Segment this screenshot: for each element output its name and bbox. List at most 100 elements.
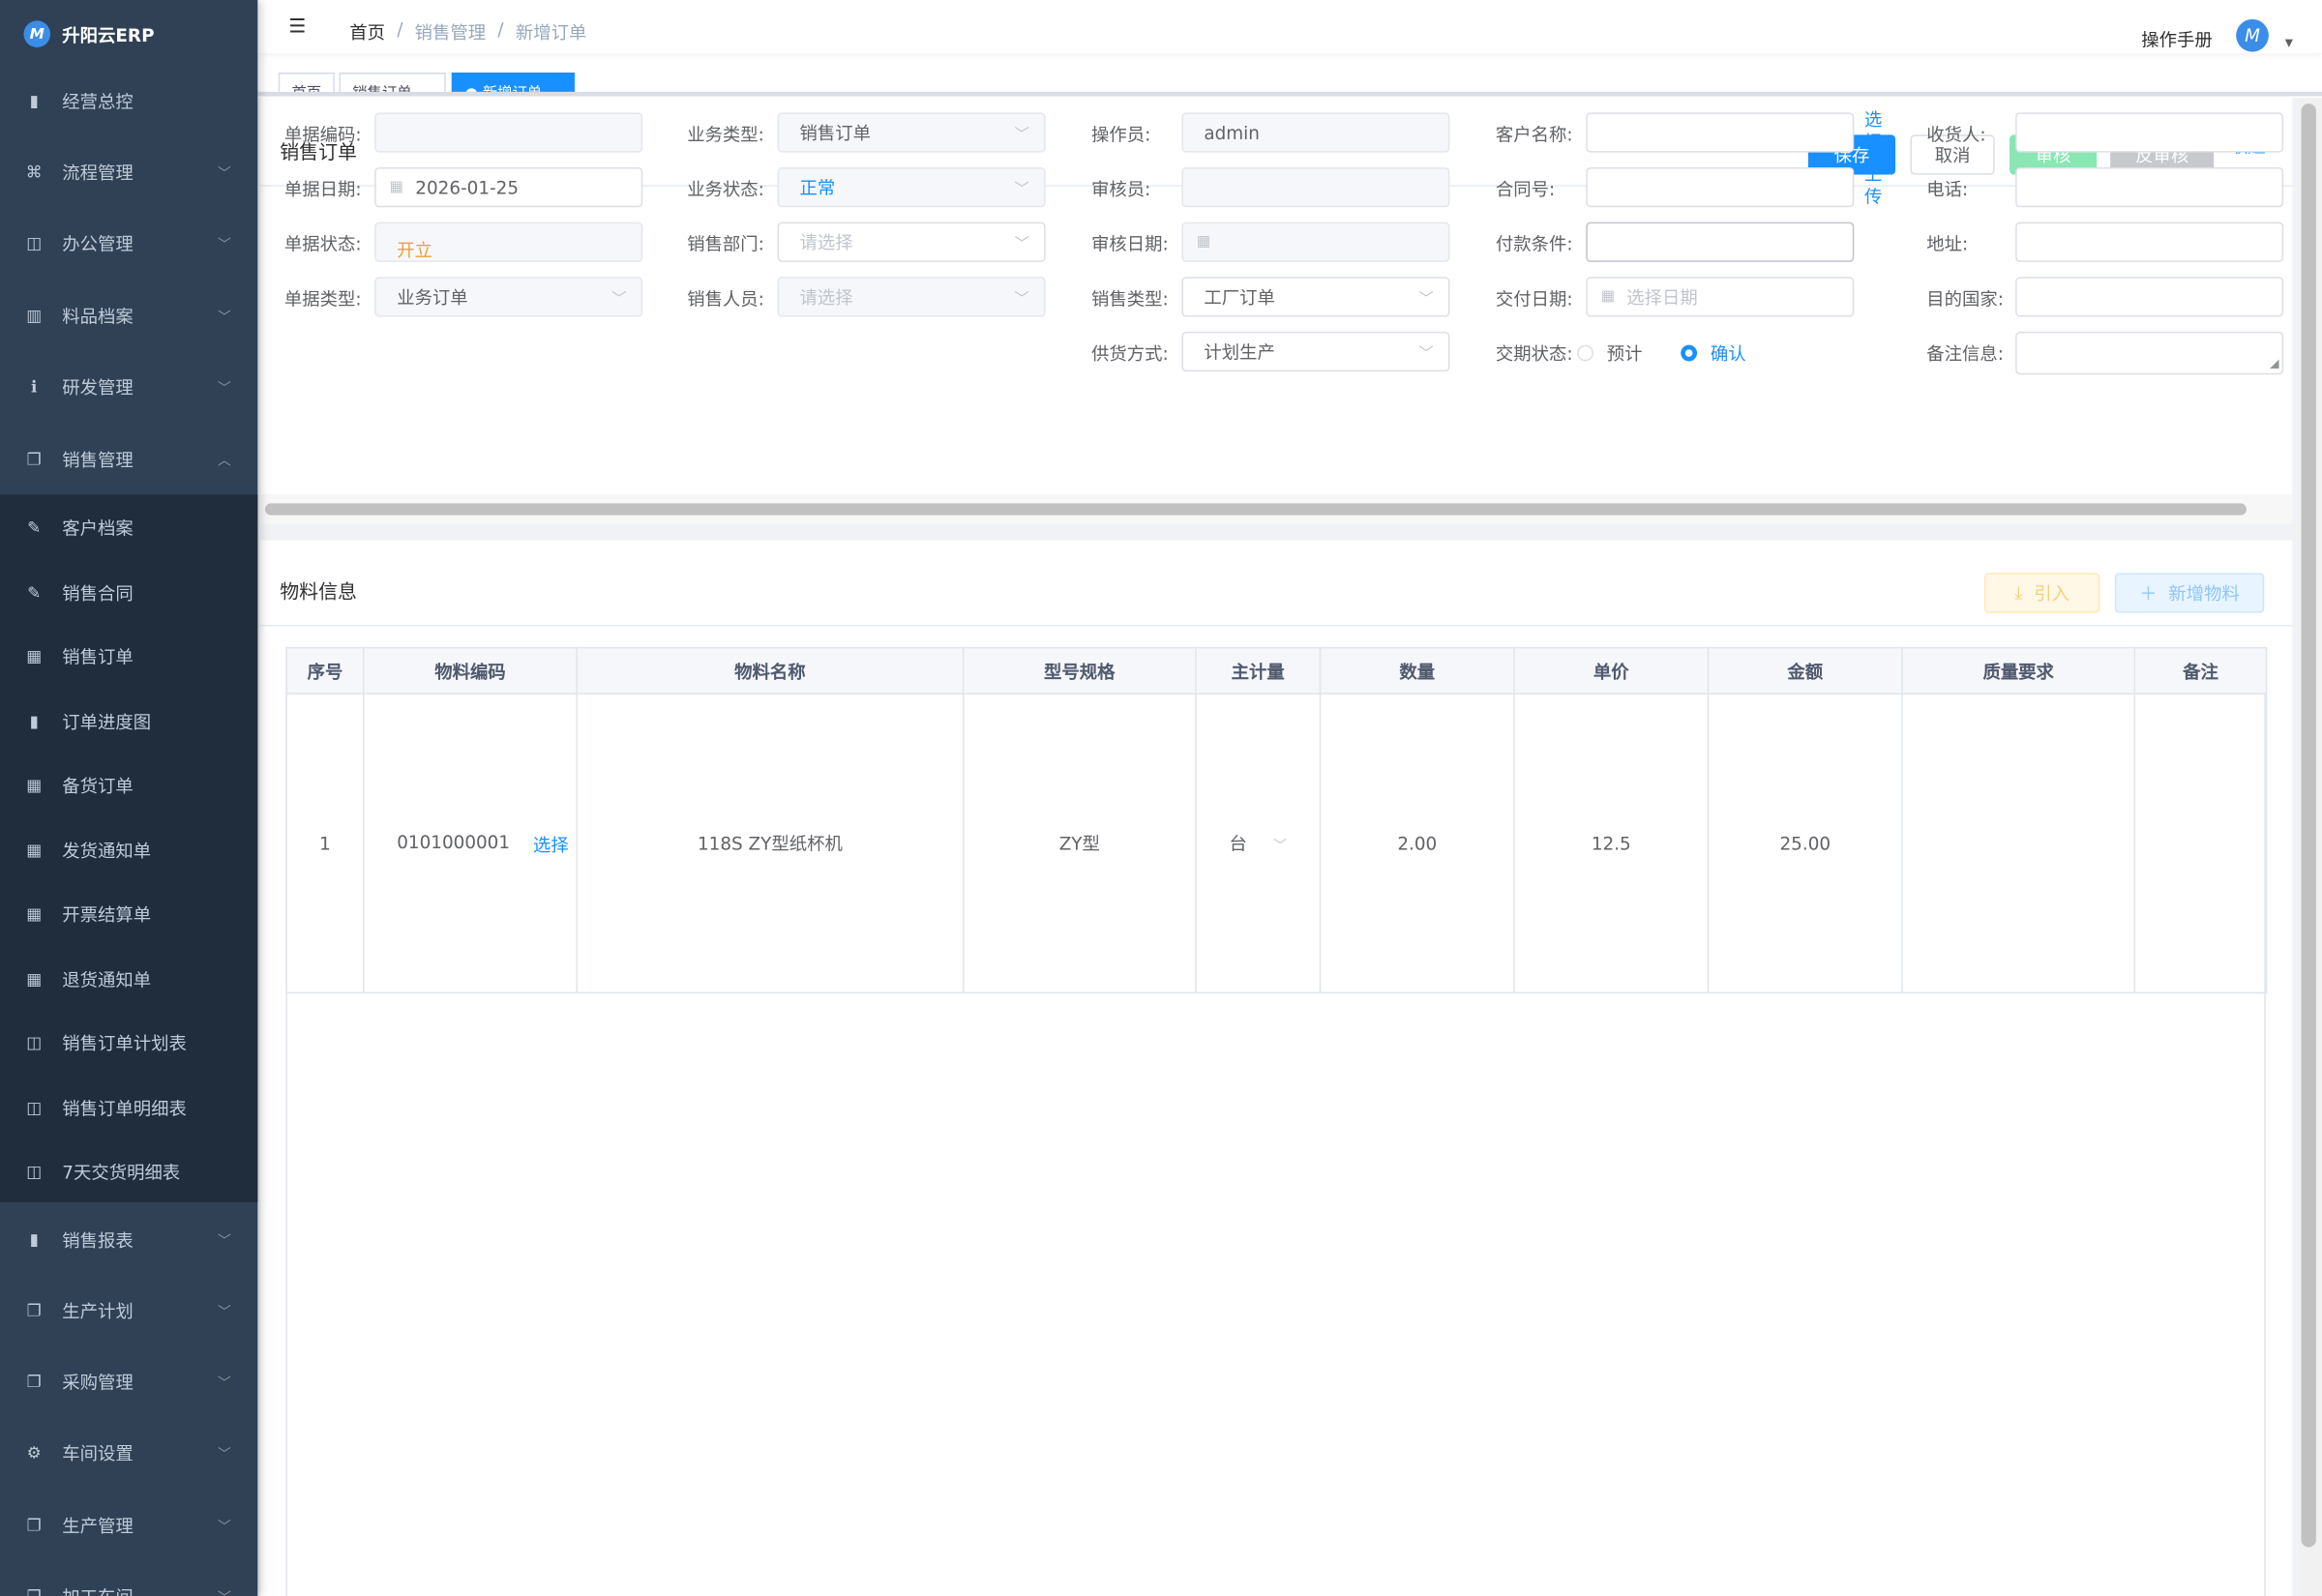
column-header: 物料名称 xyxy=(576,646,965,695)
unit-select[interactable]: 台 ﹀ xyxy=(1195,693,1322,994)
radio-confirm[interactable]: 确认 xyxy=(1681,340,1746,366)
delivery_date-input[interactable]: ▦ 选择日期 xyxy=(1586,277,1855,317)
sidebar-item-3[interactable]: ▦ 销售订单 xyxy=(0,625,257,689)
receiver-input[interactable] xyxy=(2015,112,2284,153)
bar-chart-icon: ▮ xyxy=(29,91,39,111)
audit_date-label: 审核日期: xyxy=(1091,233,1169,255)
office-icon: ◫ xyxy=(26,234,43,254)
table-icon: ▦ xyxy=(26,646,43,666)
sidebar-item-1[interactable]: ▮ 销售报表 ﹀ xyxy=(0,1203,257,1274)
sidebar-item-1[interactable]: ✎ 客户档案 xyxy=(0,496,257,560)
doc_date-input[interactable]: ▦ 2026-01-25 xyxy=(374,166,643,208)
vertical-scrollbar[interactable] xyxy=(2298,98,2322,1596)
biz_type-select[interactable]: 销售订单 ﹀ xyxy=(777,112,1046,153)
chevron-down-icon: ﹀ xyxy=(1014,236,1029,253)
import-button[interactable]: ⤓ 引入 xyxy=(1984,573,2100,613)
sales_person-label: 销售人员: xyxy=(687,288,764,310)
doc_type-select[interactable]: 业务订单 ﹀ xyxy=(374,277,643,317)
sidebar-item-9[interactable]: ◫ 销售订单计划表 xyxy=(0,1011,257,1075)
cell-qty[interactable]: 2.00 xyxy=(1319,693,1515,994)
remark-input[interactable]: ◢ xyxy=(2015,331,2284,375)
cell-price[interactable]: 12.5 xyxy=(1513,693,1710,994)
supply_mode-select[interactable]: 计划生产 ﹀ xyxy=(1181,331,1450,372)
sidebar-item-2[interactable]: ❐ 生产计划 ﹀ xyxy=(0,1275,257,1345)
manual-link[interactable]: 操作手册 xyxy=(2141,29,2213,51)
tab-home[interactable]: 首页 xyxy=(278,72,335,92)
contract-action-link[interactable]: 上传 xyxy=(1864,163,1883,208)
sidebar-item-1[interactable]: ▮ 经营总控 xyxy=(0,65,257,135)
chevron-down-icon: ﹀ xyxy=(217,1305,231,1320)
sidebar-item-3[interactable]: ❐ 采购管理 ﹀ xyxy=(0,1346,257,1417)
table-icon: ▦ xyxy=(26,776,43,795)
sidebar-item-label: 采购管理 xyxy=(62,1373,134,1394)
hamburger-icon[interactable]: ☰ xyxy=(288,15,307,39)
sidebar-item-4[interactable]: ⚙ 车间设置 ﹀ xyxy=(0,1418,257,1489)
breadcrumb-current: 新增订单 xyxy=(515,21,587,44)
breadcrumb-home[interactable]: 首页 xyxy=(349,21,385,44)
sales_dept-select[interactable]: 请选择 ﹀ xyxy=(777,222,1046,262)
sidebar-item-10[interactable]: ◫ 销售订单明细表 xyxy=(0,1076,257,1139)
sidebar-item-5[interactable]: ❐ 生产管理 ﹀ xyxy=(0,1490,257,1560)
sidebar-item-6[interactable]: ❐ 销售管理 ︿ xyxy=(0,424,257,494)
resize-handle-icon[interactable]: ◢ xyxy=(2270,356,2279,370)
sidebar: M 升阳云ERP ▮ 经营总控 ⌘ 流程管理 ﹀ ◫ 办公管理 ﹀ ▥ 料品档案 ﹀ ℹ 研发管理 ﹀ ❐ 销… xyxy=(0,0,258,1596)
sidebar-item-4[interactable]: ▥ 料品档案 ﹀ xyxy=(0,281,257,351)
horizontal-scrollbar[interactable] xyxy=(260,494,2293,524)
top-navbar: ☰ 首页 / 销售管理 / 新增订单 操作手册 M ▼ xyxy=(257,0,2322,54)
caret-down-icon[interactable]: ▼ xyxy=(2284,37,2293,49)
column-header: 主计量 xyxy=(1195,646,1322,695)
sidebar-item-6[interactable]: ❐ 加工车间 ﹀ xyxy=(0,1561,257,1596)
radio-estimate[interactable]: 预计 xyxy=(1577,340,1642,366)
sales_person-select[interactable]: 请选择 ﹀ xyxy=(777,277,1046,317)
operator-input[interactable]: admin xyxy=(1181,112,1450,153)
sidebar-item-2[interactable]: ⌘ 流程管理 ﹀ xyxy=(0,136,257,207)
app-logo[interactable]: M 升阳云ERP xyxy=(23,20,155,47)
sidebar-item-8[interactable]: ▦ 退货通知单 xyxy=(0,947,257,1011)
sidebar-item-5[interactable]: ℹ 研发管理 ﹀ xyxy=(0,352,257,423)
sidebar-item-3[interactable]: ◫ 办公管理 ﹀ xyxy=(0,209,257,280)
chevron-down-icon: ﹀ xyxy=(217,238,231,254)
doc_code-input[interactable] xyxy=(374,112,643,153)
cell-amount: 25.00 xyxy=(1707,693,1903,994)
biz_status-select[interactable]: 正常 ﹀ xyxy=(777,166,1046,208)
country-input[interactable] xyxy=(2015,277,2284,317)
payment-input[interactable] xyxy=(1586,222,1855,262)
contract-input[interactable] xyxy=(1586,166,1855,208)
sidebar-item-6[interactable]: ▦ 发货通知单 xyxy=(0,818,257,882)
tab-sales-order[interactable]: 销售订单 xyxy=(339,72,446,92)
edit-doc-icon: ✎ xyxy=(27,582,42,603)
divider xyxy=(260,624,2293,627)
scrollbar-thumb[interactable] xyxy=(2301,103,2316,1548)
scrollbar-thumb[interactable] xyxy=(264,503,2247,516)
select-material-link[interactable]: 选择 xyxy=(533,835,569,856)
breadcrumb-sales[interactable]: 销售管理 xyxy=(414,21,487,44)
sales_type-select[interactable]: 工厂订单 ﹀ xyxy=(1181,277,1450,317)
sidebar-item-5[interactable]: ▦ 备货订单 xyxy=(0,754,257,817)
chevron-down-icon: ﹀ xyxy=(217,1520,231,1535)
sidebar-item-11[interactable]: ◫ 7天交货明细表 xyxy=(0,1140,257,1204)
receiver-label: 收货人: xyxy=(1926,124,1986,145)
phone-input[interactable] xyxy=(2015,166,2284,208)
table-row: 1 0101000001 选择 118S ZY型纸杯机 ZY型 台 ﹀ 2.00 … xyxy=(285,693,2268,994)
chevron-down-icon: ﹀ xyxy=(1418,291,1434,309)
customer-action-link[interactable]: 选择 xyxy=(1864,109,1883,153)
add-material-button[interactable]: ＋ 新增物料 xyxy=(2114,573,2265,613)
doc_status-input[interactable]: 开立 xyxy=(374,222,643,262)
sidebar-item-4[interactable]: ▮ 订单进度图 xyxy=(0,689,257,753)
sidebar-item-2[interactable]: ✎ 销售合同 xyxy=(0,560,257,624)
cancel-button[interactable]: 取消 xyxy=(1910,134,1995,175)
biz_type-label: 业务类型: xyxy=(687,124,764,145)
customer-input[interactable] xyxy=(1586,112,1855,153)
sidebar-item-7[interactable]: ▦ 开票结算单 xyxy=(0,882,257,946)
cell-remark[interactable] xyxy=(2133,693,2268,994)
user-avatar[interactable]: M xyxy=(2236,18,2269,52)
tab-new-order[interactable]: ● 新增订单 xyxy=(451,72,575,92)
address-input[interactable] xyxy=(2015,222,2284,262)
delivery_date-label: 交付日期: xyxy=(1495,288,1573,310)
auditor-input[interactable] xyxy=(1181,166,1450,208)
documents-icon: ❐ xyxy=(25,1587,43,1596)
column-header: 单价 xyxy=(1513,646,1710,695)
sidebar-item-label: 销售报表 xyxy=(62,1229,134,1251)
cell-quality[interactable] xyxy=(1901,693,2136,994)
audit_date-input[interactable]: ▦ xyxy=(1181,222,1450,262)
